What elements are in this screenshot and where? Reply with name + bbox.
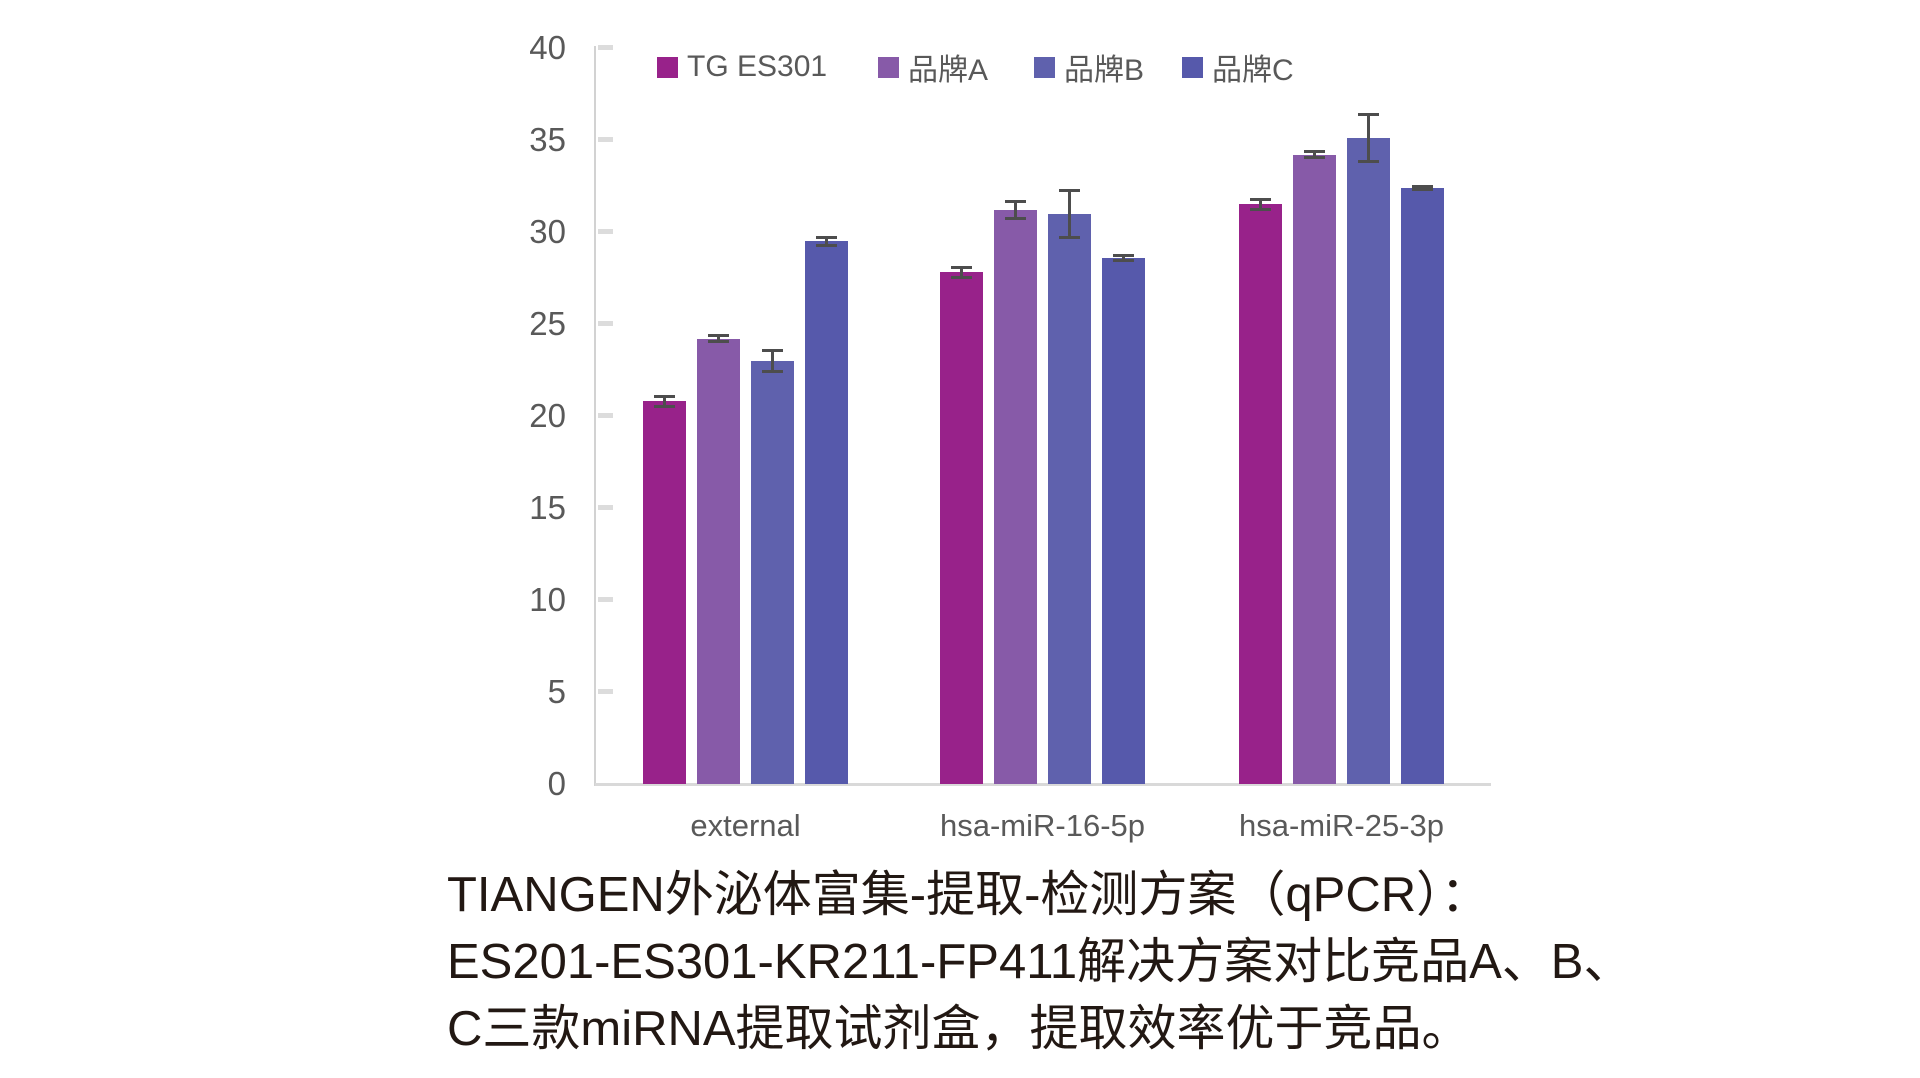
- mirna-yield-bar-chart: 0 5 10 15 20 25 30 35 40 TG ES301 品牌A 品牌B 品牌C exter…: [529, 29, 1491, 843]
- y-tick-label: 5: [547, 673, 566, 710]
- legend-item: 品牌C: [1182, 50, 1294, 87]
- bar-s4-c1: [805, 241, 848, 784]
- y-tick-label: 15: [529, 489, 566, 526]
- error-bar-line: [1122, 255, 1125, 261]
- error-bar-cap-bottom: [1358, 160, 1379, 164]
- caption-line-1: TIANGEN外泌体富集-提取-检测方案（qPCR）：: [447, 868, 1490, 922]
- error-bar-line: [825, 236, 828, 246]
- y-tick-mark: [598, 689, 613, 694]
- y-tick-mark: [598, 413, 613, 418]
- y-tick-label: 0: [547, 765, 566, 802]
- error-bar-cap-bottom: [816, 243, 837, 247]
- caption: TIANGEN外泌体富集-提取-检测方案（qPCR）： ES201-ES301-…: [447, 862, 1632, 1063]
- bar-s3-c2: [1048, 213, 1091, 784]
- error-bar-cap-bottom: [1412, 187, 1433, 191]
- error-bar-cap-bottom: [1304, 156, 1325, 160]
- bar-s4-c2: [1102, 257, 1145, 784]
- bar-s1-c3: [1239, 204, 1282, 784]
- legend-label: 品牌A: [908, 54, 989, 87]
- error-bar-line: [663, 395, 666, 407]
- bar-s2-c1: [697, 338, 740, 784]
- error-bar-line: [1259, 198, 1262, 210]
- caption-line-3: C三款miRNA提取试剂盒，提取效率优于竞品。: [447, 1002, 1471, 1056]
- bar-s2-c3: [1293, 154, 1336, 784]
- bar-s4-c3: [1401, 187, 1444, 784]
- error-bar-cap-bottom: [1250, 207, 1271, 211]
- legend-swatch-icon: [1034, 56, 1055, 78]
- legend-item: 品牌B: [1034, 50, 1144, 87]
- error-bar-cap-bottom: [1005, 217, 1026, 221]
- legend-label: 品牌B: [1064, 54, 1145, 87]
- error-bar-line: [1014, 200, 1017, 220]
- y-tick-label: 10: [529, 581, 566, 618]
- y-tick-label: 20: [529, 397, 566, 434]
- error-bar-line: [771, 349, 774, 372]
- error-bar-cap-bottom: [762, 369, 783, 373]
- legend-label: 品牌C: [1212, 54, 1294, 87]
- error-bar-cap-top: [1059, 188, 1080, 192]
- legend-swatch-icon: [878, 56, 899, 78]
- bar-s1-c1: [643, 401, 686, 784]
- error-bar-cap-bottom: [951, 276, 972, 279]
- bar-s3-c1: [751, 360, 794, 784]
- x-category-label: hsa-miR-16-5p: [939, 808, 1145, 843]
- legend-item: 品牌A: [878, 50, 988, 87]
- error-bar-cap-bottom: [1059, 235, 1080, 239]
- bar-s1-c2: [940, 272, 983, 784]
- y-tick-mark: [598, 321, 613, 326]
- error-bar-cap-top: [1005, 199, 1026, 203]
- error-bar-cap-top: [708, 334, 729, 338]
- y-tick-mark: [598, 45, 613, 50]
- error-bar-cap-top: [1250, 197, 1271, 201]
- error-bar-line: [960, 266, 963, 278]
- error-bar-cap-top: [1113, 254, 1134, 257]
- y-axis-line: [594, 46, 596, 786]
- error-bar-line: [1068, 189, 1071, 238]
- error-bar-cap-bottom: [1113, 258, 1134, 262]
- error-bar-cap-top: [1358, 113, 1379, 117]
- y-tick-label: 30: [529, 213, 566, 250]
- y-tick-mark: [598, 137, 613, 142]
- y-tick-mark: [598, 505, 613, 510]
- legend-swatch-icon: [1182, 56, 1203, 78]
- legend-swatch-icon: [657, 56, 678, 78]
- caption-line-2: ES201-ES301-KR211-FP411解决方案对比竞品A、B、: [447, 935, 1633, 989]
- bar-s2-c2: [994, 209, 1037, 784]
- y-tick-mark: [598, 229, 613, 234]
- error-bar-cap-bottom: [708, 340, 729, 344]
- bar-s3-c3: [1347, 138, 1390, 784]
- y-tick-label: 25: [529, 305, 566, 342]
- error-bar-line: [1313, 151, 1316, 159]
- y-tick-label: 40: [529, 29, 566, 66]
- y-tick-label: 35: [529, 121, 566, 158]
- error-bar-cap-top: [1304, 150, 1325, 154]
- error-bar-line: [1367, 114, 1370, 163]
- error-bar-cap-top: [951, 265, 972, 269]
- error-bar-cap-top: [762, 348, 783, 352]
- legend-label: TG ES301: [687, 50, 828, 83]
- error-bar-cap-top: [1412, 185, 1433, 188]
- x-axis-line: [595, 783, 1491, 786]
- y-tick-mark: [598, 597, 613, 602]
- error-bar-cap-top: [816, 235, 837, 239]
- error-bar-line: [717, 335, 720, 343]
- error-bar-cap-top: [654, 394, 675, 398]
- x-category-label: external: [690, 808, 801, 843]
- error-bar-cap-bottom: [654, 404, 675, 408]
- legend-item: TG ES301: [657, 50, 827, 84]
- x-category-label: hsa-miR-25-3p: [1238, 808, 1444, 843]
